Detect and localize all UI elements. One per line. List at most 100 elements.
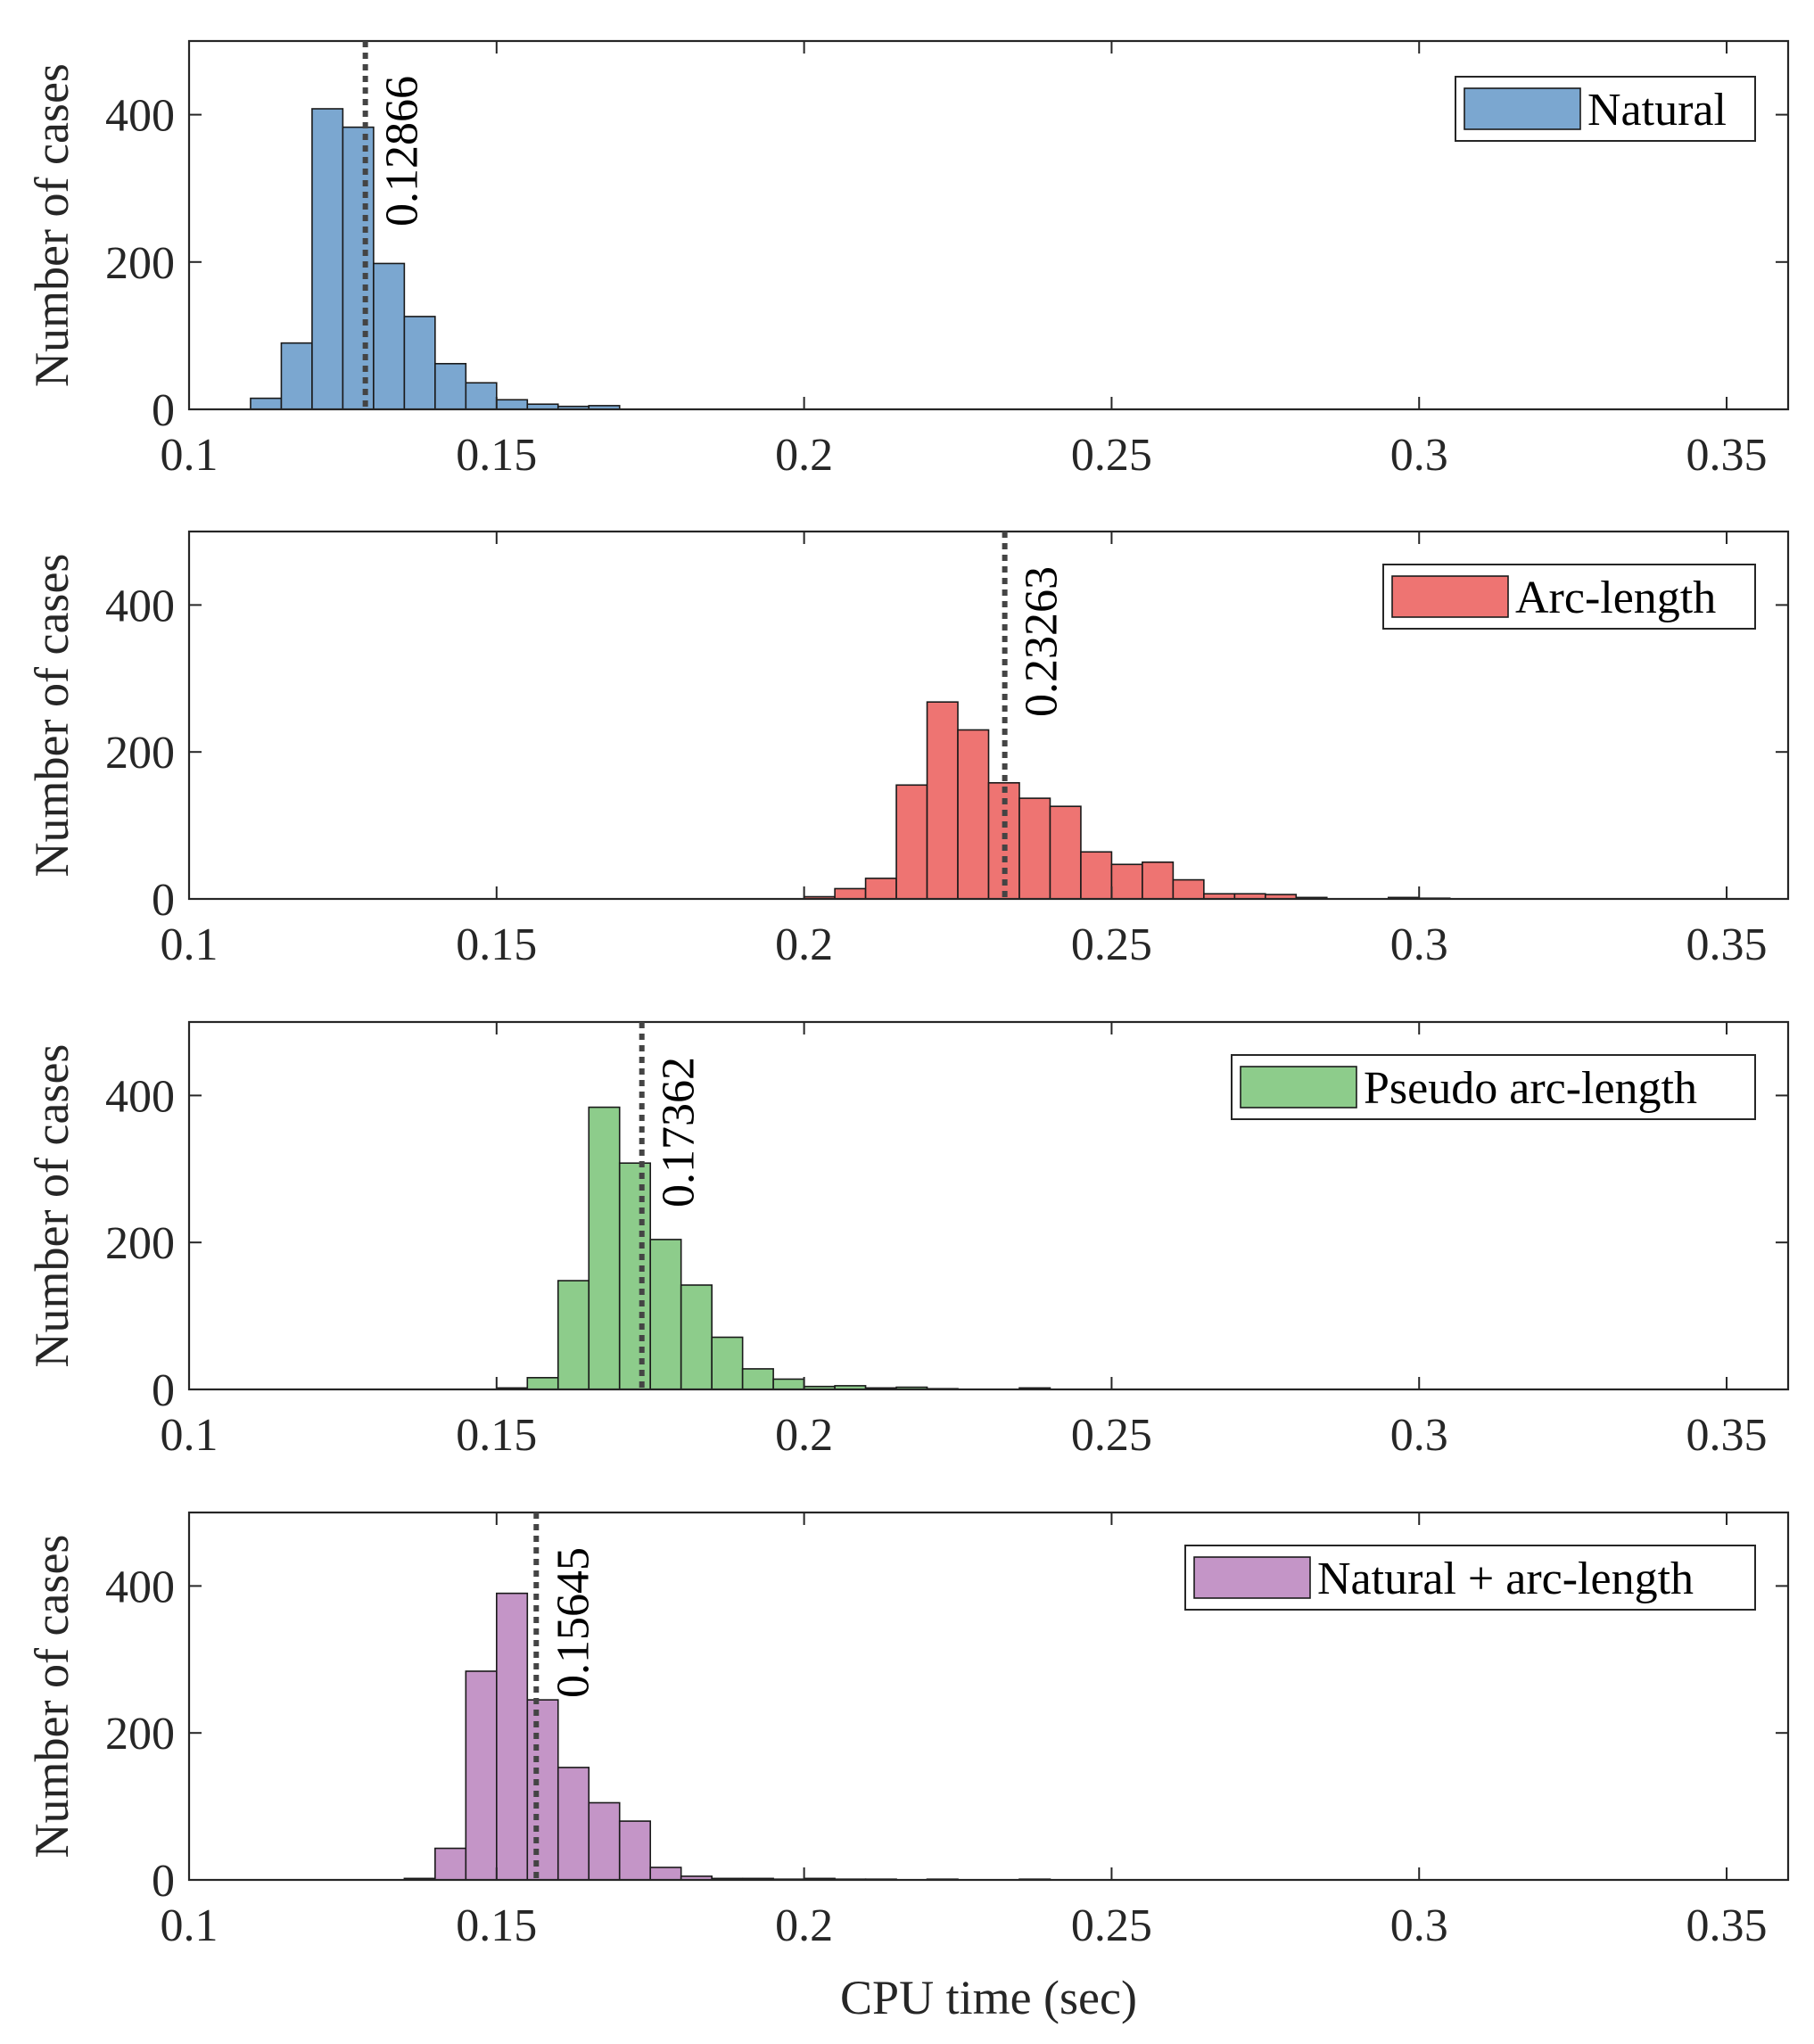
histogram-bar — [557, 1767, 590, 1881]
x-tick-label: 0.1 — [161, 919, 219, 970]
histogram-bar — [1110, 863, 1143, 900]
histogram-bar — [618, 1820, 652, 1881]
histogram-bar — [834, 887, 867, 900]
legend-swatch — [1240, 1066, 1357, 1109]
histogram-bar — [434, 362, 467, 410]
histogram-bar — [496, 399, 529, 410]
histogram-bar — [957, 729, 990, 900]
mean-value-label: 0.23263 — [1017, 566, 1068, 717]
x-tick-label: 0.15 — [456, 430, 537, 481]
x-tick-label: 0.2 — [775, 1410, 833, 1461]
histogram-bar — [1142, 861, 1175, 900]
x-tick-label: 0.3 — [1390, 919, 1448, 970]
histogram-bar — [280, 342, 313, 410]
y-axis-title: Number of cases — [25, 1535, 78, 1859]
legend-label: Pseudo arc-length — [1364, 1063, 1697, 1114]
legend: Natural + arc-length — [1184, 1545, 1756, 1611]
histogram-bar — [557, 1280, 590, 1390]
histogram-bar — [864, 878, 897, 900]
histogram-bar — [465, 382, 498, 410]
x-tick-label: 0.1 — [161, 430, 219, 481]
histogram-bar — [250, 397, 283, 410]
y-tick-label: 0 — [152, 1856, 175, 1907]
histogram-bar — [496, 1592, 529, 1881]
histogram-bar — [649, 1867, 682, 1881]
histogram-bar — [772, 1378, 805, 1390]
x-tick-label: 0.2 — [775, 1900, 833, 1951]
histogram-bar — [1080, 851, 1113, 900]
legend-label: Natural — [1587, 85, 1727, 136]
histogram-bar — [926, 701, 959, 900]
legend-box — [1231, 1054, 1756, 1120]
histogram-panel-4: 0.1 0.15 0.2 0.25 0.3 0.35 0 200 400 Number of ca… — [25, 1511, 1790, 2024]
legend: Arc-length — [1382, 564, 1756, 630]
histogram-bar — [895, 784, 928, 900]
histogram-bar — [373, 262, 406, 410]
mean-value-label: 0.12866 — [377, 76, 428, 227]
legend-swatch — [1464, 87, 1581, 130]
y-tick-label: 0 — [152, 385, 175, 436]
y-tick-label: 400 — [105, 581, 175, 631]
y-tick-label: 400 — [105, 1562, 175, 1612]
x-tick-label: 0.35 — [1686, 1410, 1768, 1461]
histogram-bar — [434, 1847, 467, 1881]
axes-box — [187, 530, 1790, 901]
legend: Natural — [1455, 76, 1756, 142]
y-tick-label: 400 — [105, 91, 175, 142]
axes-box — [187, 39, 1790, 411]
x-tick-label: 0.35 — [1686, 430, 1768, 481]
mean-value-label: 0.17362 — [654, 1057, 705, 1207]
histogram-bar — [342, 126, 375, 410]
x-tick-label: 0.2 — [775, 919, 833, 970]
legend-label: Natural + arc-length — [1317, 1554, 1694, 1604]
y-axis-title: Number of cases — [25, 554, 78, 878]
x-tick-label: 0.25 — [1071, 919, 1152, 970]
x-tick-label: 0.25 — [1071, 430, 1152, 481]
y-axis-title: Number of cases — [25, 1044, 78, 1368]
x-tick-label: 0.25 — [1071, 1900, 1152, 1951]
histogram-bar — [526, 1699, 559, 1881]
histogram-bar — [526, 1377, 559, 1390]
histogram-panel-2: 0.1 0.15 0.2 0.25 0.3 0.35 0 200 400 Number of ca… — [25, 530, 1790, 970]
x-tick-label: 0.1 — [161, 1900, 219, 1951]
x-tick-label: 0.35 — [1686, 1900, 1768, 1951]
x-tick-label: 0.15 — [456, 919, 537, 970]
x-tick-label: 0.15 — [456, 1900, 537, 1951]
y-tick-label: 200 — [105, 1218, 175, 1269]
histogram-bar — [588, 1106, 621, 1390]
histogram-bar — [618, 1162, 652, 1390]
histogram-bar — [403, 316, 436, 410]
y-tick-label: 0 — [152, 1365, 175, 1416]
histogram-panel-3: 0.1 0.15 0.2 0.25 0.3 0.35 0 200 400 Number of ca… — [25, 1020, 1790, 1461]
histogram-bar — [1172, 878, 1205, 900]
x-tick-label: 0.15 — [456, 1410, 537, 1461]
x-tick-label: 0.2 — [775, 430, 833, 481]
y-tick-label: 200 — [105, 1709, 175, 1760]
x-tick-label: 0.3 — [1390, 1410, 1448, 1461]
y-tick-label: 400 — [105, 1071, 175, 1122]
axes-box — [187, 1020, 1790, 1391]
x-tick-label: 0.25 — [1071, 1410, 1152, 1461]
legend-swatch — [1391, 575, 1509, 618]
y-tick-label: 200 — [105, 728, 175, 779]
y-tick-label: 0 — [152, 875, 175, 926]
x-axis-title: CPU time (sec) — [840, 1971, 1137, 2024]
x-tick-label: 0.1 — [161, 1410, 219, 1461]
y-axis-title: Number of cases — [25, 63, 78, 387]
histogram-panel-1: 0.1 0.15 0.2 0.25 0.3 0.35 0 200 400 Number of ca… — [25, 39, 1790, 481]
legend: Pseudo arc-length — [1231, 1054, 1756, 1120]
legend-box — [1184, 1545, 1756, 1611]
x-tick-label: 0.3 — [1390, 430, 1448, 481]
histogram-bar — [649, 1239, 682, 1390]
y-tick-label: 200 — [105, 238, 175, 289]
histogram-bar — [588, 1801, 621, 1881]
histogram-bar — [680, 1284, 713, 1390]
histogram-bar — [711, 1336, 744, 1390]
x-tick-label: 0.3 — [1390, 1900, 1448, 1951]
axes-box — [187, 1511, 1790, 1882]
histogram-bar — [311, 108, 344, 410]
mean-value-label: 0.15645 — [548, 1547, 598, 1698]
histogram-bar — [741, 1368, 774, 1390]
histogram-bar — [465, 1670, 498, 1881]
